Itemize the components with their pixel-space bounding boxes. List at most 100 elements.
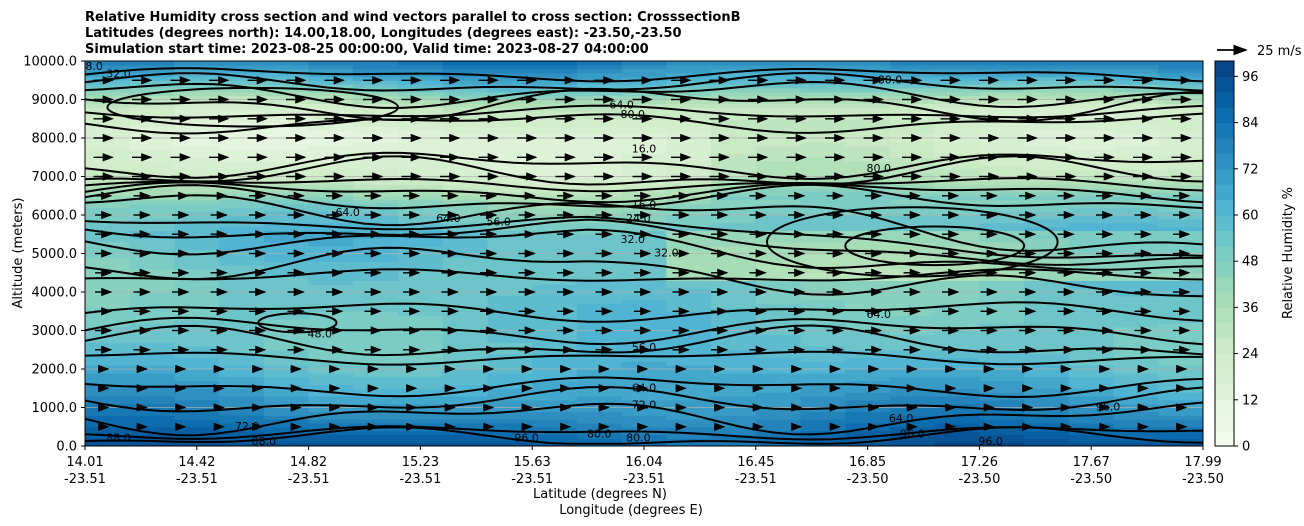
humidity-cell-1764 [711, 172, 757, 178]
humidity-cell-2021 [1024, 134, 1070, 139]
humidity-cell-583 [442, 353, 489, 358]
humidity-cell-1470 [979, 218, 1025, 224]
humidity-cell-1520 [979, 211, 1025, 216]
humidity-cell-489 [711, 369, 757, 374]
humidity-cell-2139 [711, 114, 757, 120]
humidity-cell-623 [1113, 349, 1159, 355]
humidity-cell-1815 [755, 164, 802, 170]
humidity-cell-2434 [487, 68, 533, 74]
humidity-cell-2399 [1158, 76, 1203, 81]
humidity-cell-1724 [1158, 180, 1203, 185]
humidity-cell-1295 [979, 245, 1025, 251]
humidity-cell-767 [845, 326, 891, 332]
humidity-cell-492 [845, 369, 891, 374]
humidity-cell-1277 [174, 245, 220, 251]
humidity-cell-1607 [398, 195, 444, 201]
humidity-cell-1968 [890, 141, 936, 147]
humidity-cell-910 [532, 303, 578, 308]
humidity-cell-1219 [934, 257, 980, 262]
humidity-cell-1849 [1158, 161, 1203, 166]
humidity-cell-232 [398, 407, 444, 412]
humidity-cell-640 [755, 345, 802, 351]
contour-label-2: 24.0 [626, 212, 651, 225]
humidity-cell-1014 [711, 288, 757, 293]
humidity-cell-2253 [219, 95, 265, 101]
humidity-cell-2404 [263, 72, 310, 78]
humidity-cell-294 [934, 399, 980, 405]
humidity-cell-974 [1158, 295, 1203, 301]
humidity-cell-258 [442, 403, 489, 409]
humidity-cell-2083 [442, 122, 489, 127]
humidity-cell-2011 [576, 134, 623, 139]
humidity-cell-633 [442, 345, 489, 351]
x-tick-label-lon-5: -23.51 [623, 472, 665, 487]
humidity-cell-1349 [1158, 238, 1203, 243]
humidity-cell-523 [1113, 365, 1159, 370]
humidity-cell-1432 [398, 222, 444, 228]
humidity-cell-347 [1068, 392, 1115, 397]
humidity-cell-1139 [711, 268, 757, 274]
humidity-cell-60 [532, 434, 578, 439]
humidity-cell-935 [532, 299, 578, 305]
humidity-cell-241 [800, 407, 846, 412]
humidity-cell-324 [1158, 395, 1203, 401]
humidity-cell-1678 [219, 184, 265, 189]
humidity-cell-298 [1113, 399, 1159, 405]
humidity-cell-478 [219, 369, 265, 374]
humidity-cell-1957 [398, 141, 444, 147]
humidity-cell-1259 [487, 249, 533, 255]
humidity-cell-1345 [979, 238, 1025, 243]
humidity-cell-2497 [1068, 61, 1115, 66]
humidity-cell-1310 [532, 241, 578, 247]
humidity-cell-234 [487, 407, 533, 412]
humidity-cell-1311 [576, 241, 623, 247]
humidity-cell-1925 [85, 145, 131, 151]
humidity-cell-1329 [263, 238, 310, 243]
humidity-cell-2448 [1113, 68, 1159, 74]
humidity-cell-942 [845, 299, 891, 305]
humidity-cell-327 [174, 392, 220, 397]
humidity-cell-405 [308, 380, 354, 385]
humidity-cell-1093 [890, 276, 936, 281]
humidity-cell-1221 [1024, 257, 1070, 262]
humidity-cell-1639 [711, 191, 757, 197]
humidity-cell-2285 [532, 91, 578, 97]
humidity-cell-2090 [755, 122, 802, 127]
humidity-cell-2332 [398, 84, 444, 89]
humidity-cell-1427 [174, 222, 220, 228]
humidity-cell-2466 [800, 64, 846, 70]
humidity-cell-172 [1068, 419, 1115, 424]
humidity-cell-2433 [442, 68, 489, 74]
humidity-cell-607 [398, 349, 444, 355]
humidity-cell-277 [174, 399, 220, 405]
humidity-cell-436 [576, 376, 623, 382]
humidity-cell-1525 [85, 207, 131, 212]
humidity-cell-2349 [1158, 84, 1203, 89]
humidity-cell-1396 [1024, 230, 1070, 235]
humidity-cell-1940 [755, 145, 802, 151]
humidity-cell-63 [666, 434, 712, 439]
humidity-cell-1915 [755, 149, 802, 154]
humidity-cell-747 [1068, 330, 1115, 335]
humidity-cell-1226 [129, 253, 175, 258]
humidity-cell-264 [711, 403, 757, 409]
humidity-cell-2062 [621, 126, 667, 131]
humidity-cell-2371 [1024, 80, 1070, 85]
contour-loop-3 [106, 86, 399, 128]
humidity-cell-1742 [845, 176, 891, 181]
humidity-cell-283 [442, 399, 489, 405]
humidity-cell-2014 [711, 134, 757, 139]
humidity-cell-1951 [129, 141, 175, 147]
humidity-cell-924 [1158, 303, 1203, 308]
humidity-cell-444 [934, 376, 980, 382]
humidity-cell-2242 [845, 99, 891, 104]
humidity-cell-1622 [1068, 195, 1115, 201]
humidity-cell-1996 [1024, 138, 1070, 143]
humidity-cell-2443 [890, 68, 936, 74]
humidity-cell-365 [755, 388, 802, 393]
humidity-cell-564 [711, 357, 757, 362]
humidity-cell-409 [487, 380, 533, 385]
humidity-cell-2149 [1158, 114, 1203, 120]
humidity-cell-2462 [621, 64, 667, 70]
